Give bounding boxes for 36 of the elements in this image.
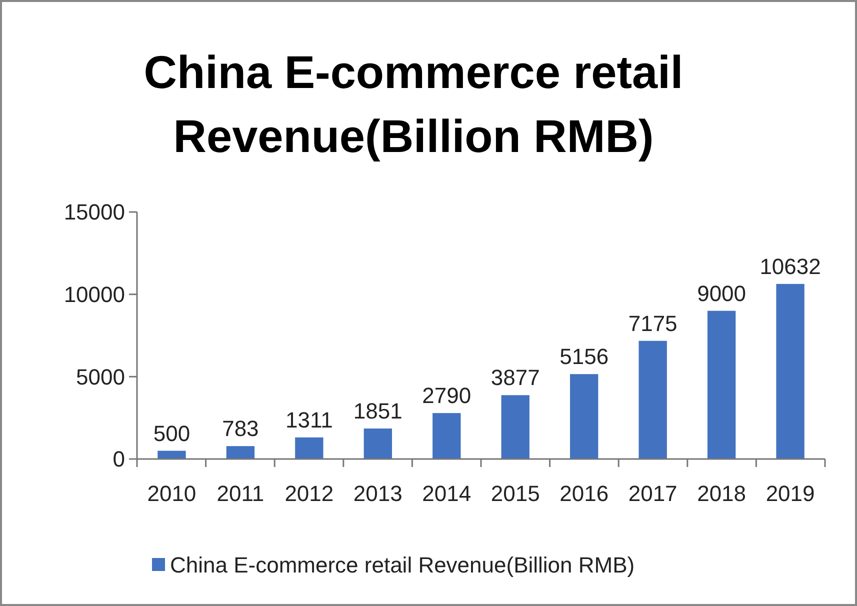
bar xyxy=(570,374,598,459)
x-tick-label: 2019 xyxy=(766,481,815,506)
x-tick-label: 2016 xyxy=(560,481,609,506)
data-label: 10632 xyxy=(760,254,821,279)
bar xyxy=(364,428,392,459)
bar xyxy=(501,395,530,459)
data-label: 783 xyxy=(222,416,259,442)
data-label: 500 xyxy=(153,420,190,446)
data-label: 1851 xyxy=(353,398,402,424)
bar xyxy=(226,446,255,459)
bar xyxy=(295,437,324,459)
data-label: 2790 xyxy=(422,383,472,408)
legend-label: China E-commerce retail Revenue(Billion RMB) xyxy=(170,552,635,578)
y-tick-label: 5000 xyxy=(76,364,125,390)
y-tick-label: 10000 xyxy=(64,282,125,308)
x-tick-label: 2011 xyxy=(216,481,264,506)
bar xyxy=(776,284,804,459)
bar xyxy=(432,413,461,459)
x-tick-label: 2017 xyxy=(628,481,678,506)
x-tick-label: 2012 xyxy=(284,481,334,506)
x-tick-label: 2010 xyxy=(147,481,196,506)
data-label: 3877 xyxy=(490,365,540,390)
x-tick-label: 2014 xyxy=(422,481,472,506)
bar xyxy=(707,310,736,459)
data-label: 1311 xyxy=(286,407,333,432)
y-tick-label: 15000 xyxy=(64,200,125,225)
x-tick-label: 2015 xyxy=(490,481,540,506)
x-tick-label: 2018 xyxy=(697,481,746,506)
data-label: 9000 xyxy=(697,280,746,306)
x-tick-label: 2013 xyxy=(353,481,402,506)
bar xyxy=(158,450,186,459)
y-tick-label: 0 xyxy=(112,446,125,472)
data-label: 7175 xyxy=(628,310,678,336)
bar xyxy=(638,340,667,459)
data-label: 5156 xyxy=(560,344,609,370)
chart-title: China E-commerce retail Revenue(Billion RMB) xyxy=(144,46,684,162)
